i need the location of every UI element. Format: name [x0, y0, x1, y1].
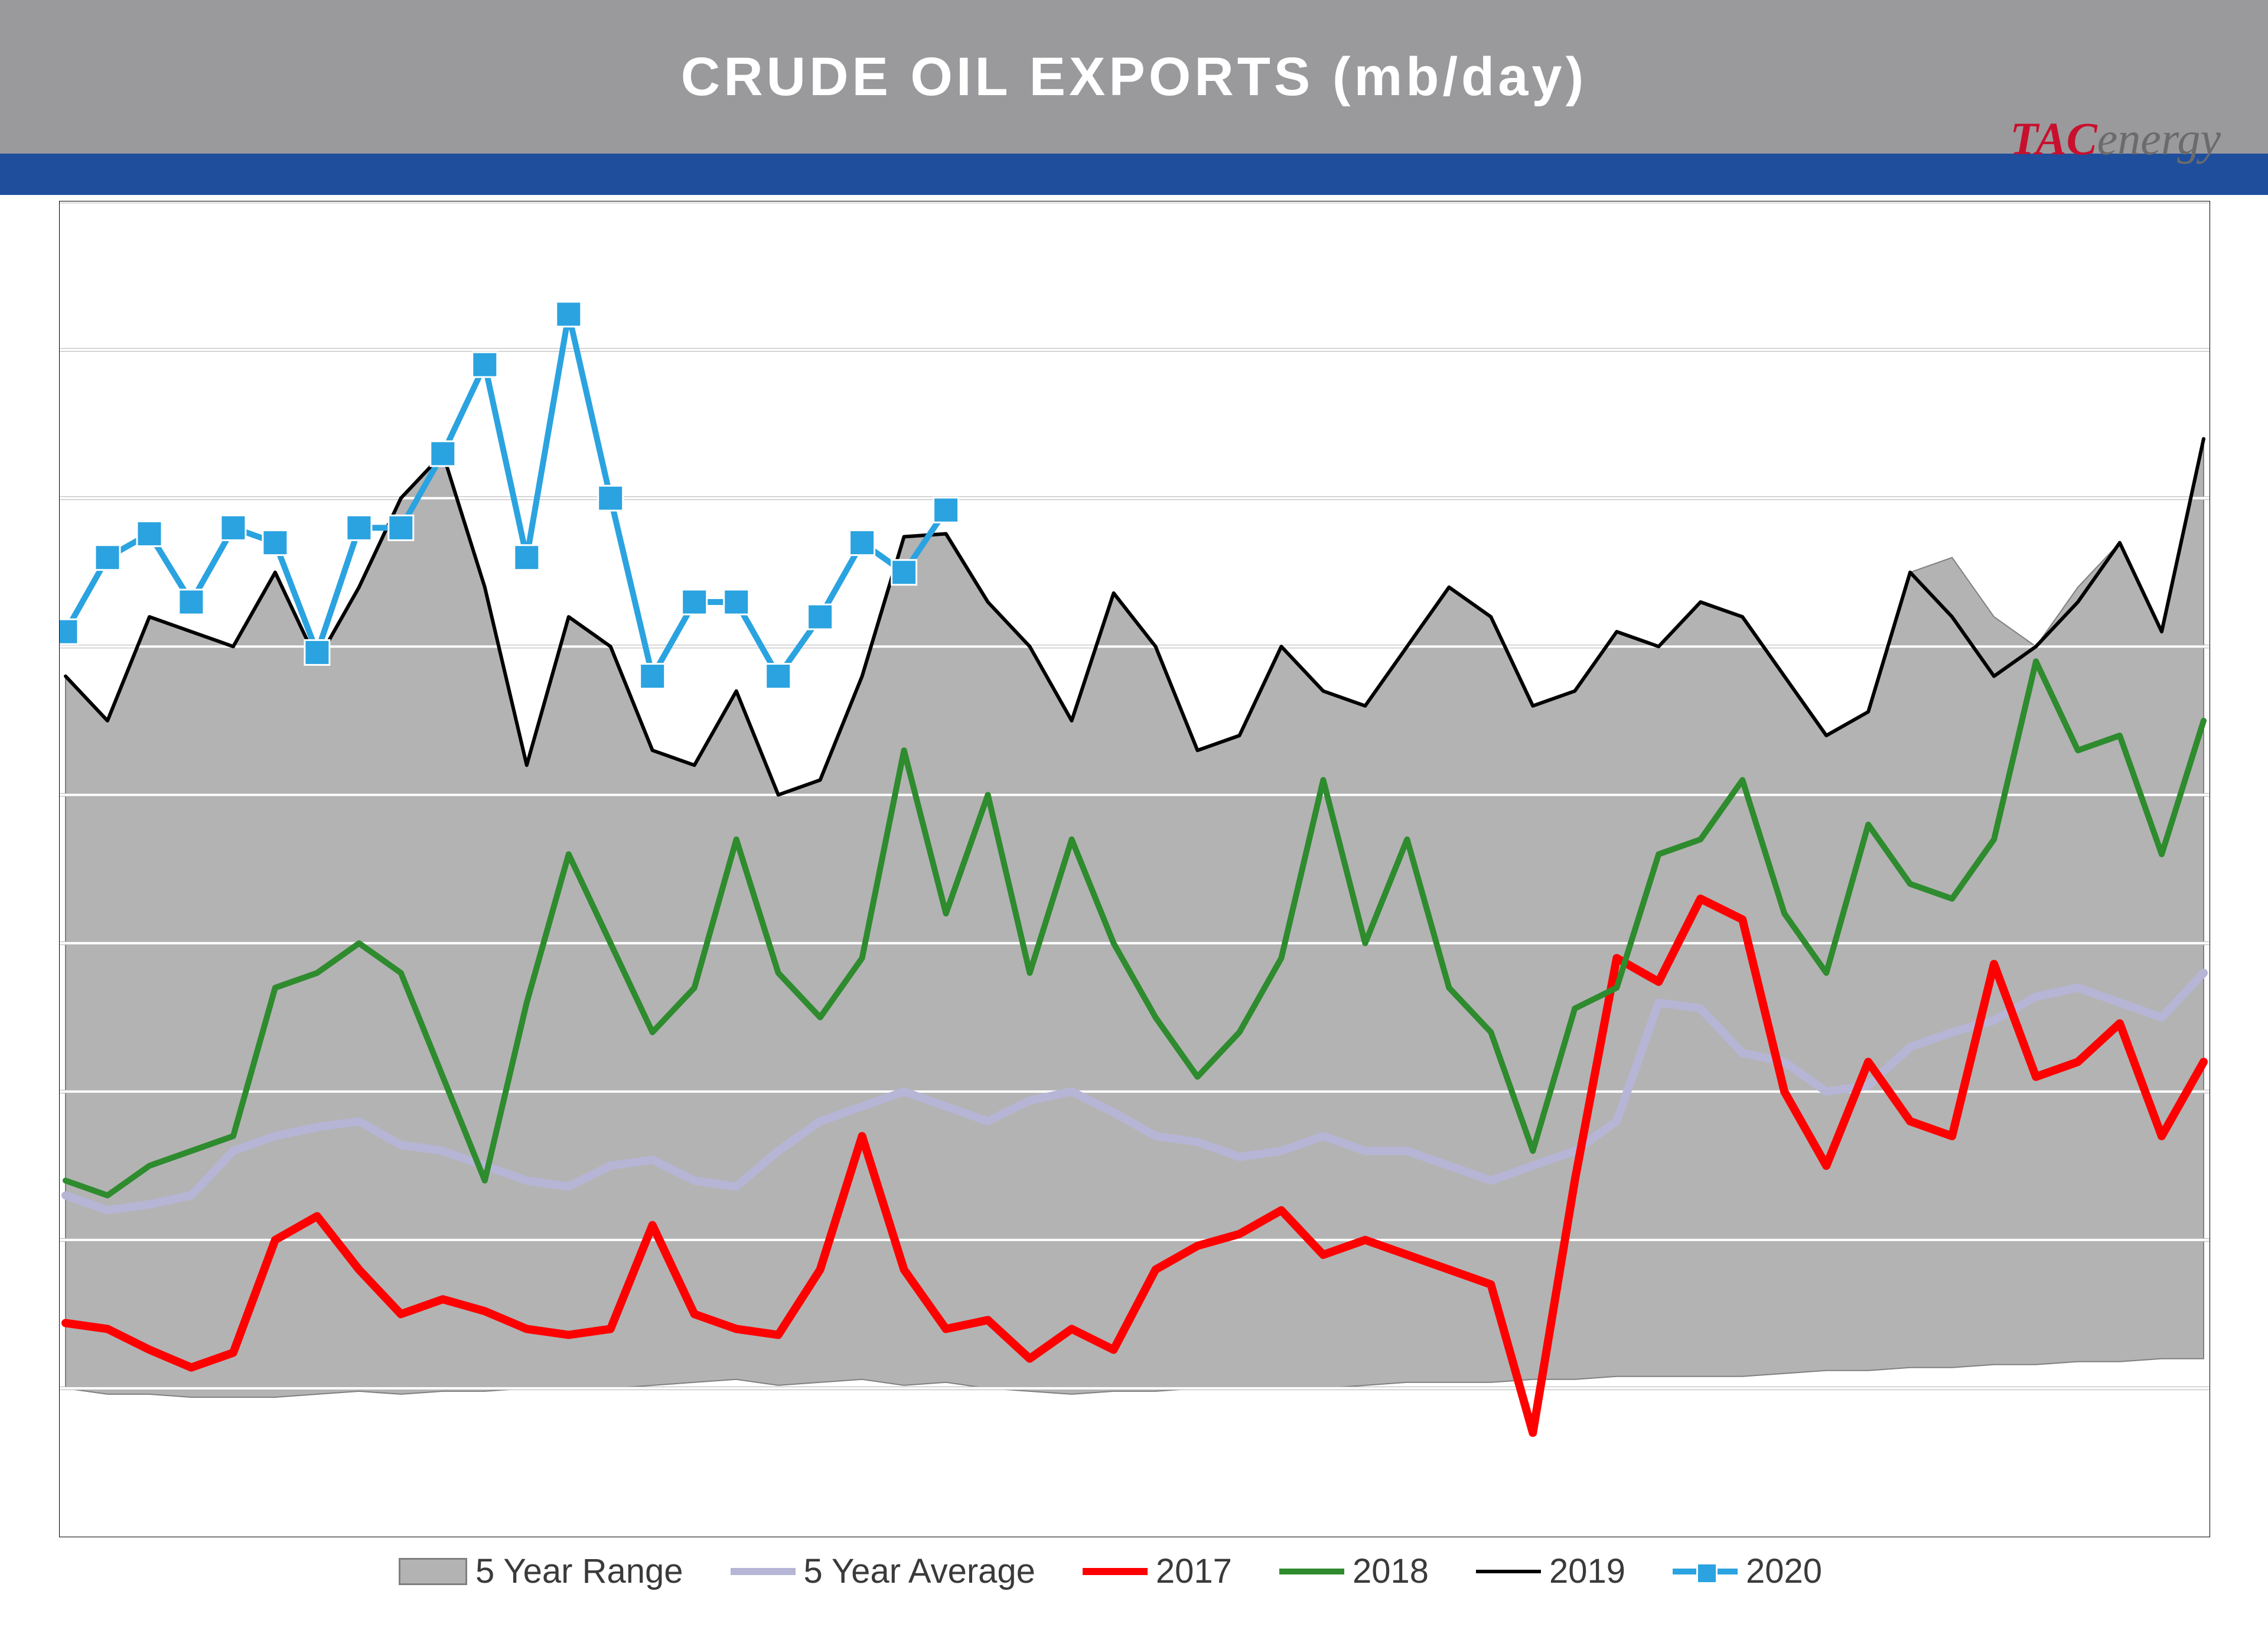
plot-area	[59, 201, 2210, 1537]
legend-swatch	[399, 1558, 467, 1585]
legend-marker-icon	[1696, 1563, 1718, 1584]
series-2020-marker	[263, 531, 288, 555]
series-2020-marker	[472, 352, 497, 377]
legend-item: 2019	[1476, 1549, 1625, 1591]
chart-container: { "canvas": { "width": 3840, "height": 2…	[0, 0, 2268, 1643]
legend-label: 2018	[1353, 1551, 1429, 1591]
chart-title: CRUDE OIL EXPORTS (mb/day)	[681, 47, 1587, 107]
legend-item: 2017	[1083, 1549, 1232, 1591]
series-2020-marker	[598, 486, 623, 510]
series-2020-marker	[179, 590, 204, 614]
series-2020-marker	[808, 604, 833, 629]
tacenergy-logo: TACenergy	[2010, 112, 2221, 165]
accent-strip	[0, 154, 2268, 195]
legend-label: 5 Year Average	[804, 1551, 1035, 1591]
logo-letter-a: A	[2036, 113, 2067, 164]
series-2020-marker	[347, 515, 372, 540]
title-bar: CRUDE OIL EXPORTS (mb/day)	[0, 0, 2268, 154]
logo-letter-t: T	[2010, 113, 2035, 164]
legend-item: 2020	[1673, 1549, 1822, 1591]
series-5yr-range	[66, 439, 2204, 1397]
series-2020-marker	[724, 590, 749, 614]
legend-label: 2017	[1156, 1551, 1232, 1591]
series-2020-marker	[305, 640, 330, 665]
legend-label: 2020	[1746, 1551, 1822, 1591]
chart-svg	[60, 201, 2210, 1537]
series-2020-marker	[60, 619, 78, 644]
legend-swatch	[1673, 1569, 1738, 1574]
legend-item: 5 Year Range	[399, 1549, 683, 1591]
legend-item: 5 Year Average	[731, 1549, 1035, 1591]
series-2020-marker	[682, 590, 707, 614]
series-2020-marker	[95, 545, 120, 570]
series-2020-marker	[640, 664, 665, 689]
series-2020-marker	[221, 515, 246, 540]
legend-swatch	[1083, 1568, 1148, 1575]
series-2020-marker	[137, 522, 162, 546]
series-2020-marker	[850, 531, 875, 555]
legend-swatch	[1476, 1570, 1541, 1573]
legend-swatch	[731, 1568, 796, 1575]
series-2020-marker	[556, 302, 581, 327]
series-2020-marker	[892, 560, 917, 585]
legend-label: 5 Year Range	[475, 1551, 683, 1591]
legend: 5 Year Range 5 Year Average 2017 2018 2019 20…	[0, 1548, 2268, 1591]
series-2020-marker	[514, 545, 539, 570]
series-2020-marker	[389, 515, 413, 540]
logo-word-energy: energy	[2097, 113, 2221, 164]
logo-letter-c: C	[2067, 113, 2097, 164]
series-2020-marker	[934, 497, 959, 522]
series-2020-marker	[766, 664, 791, 689]
legend-label: 2019	[1549, 1551, 1625, 1591]
legend-swatch	[1279, 1569, 1344, 1574]
legend-item: 2018	[1279, 1549, 1429, 1591]
series-2020-marker	[431, 441, 455, 466]
